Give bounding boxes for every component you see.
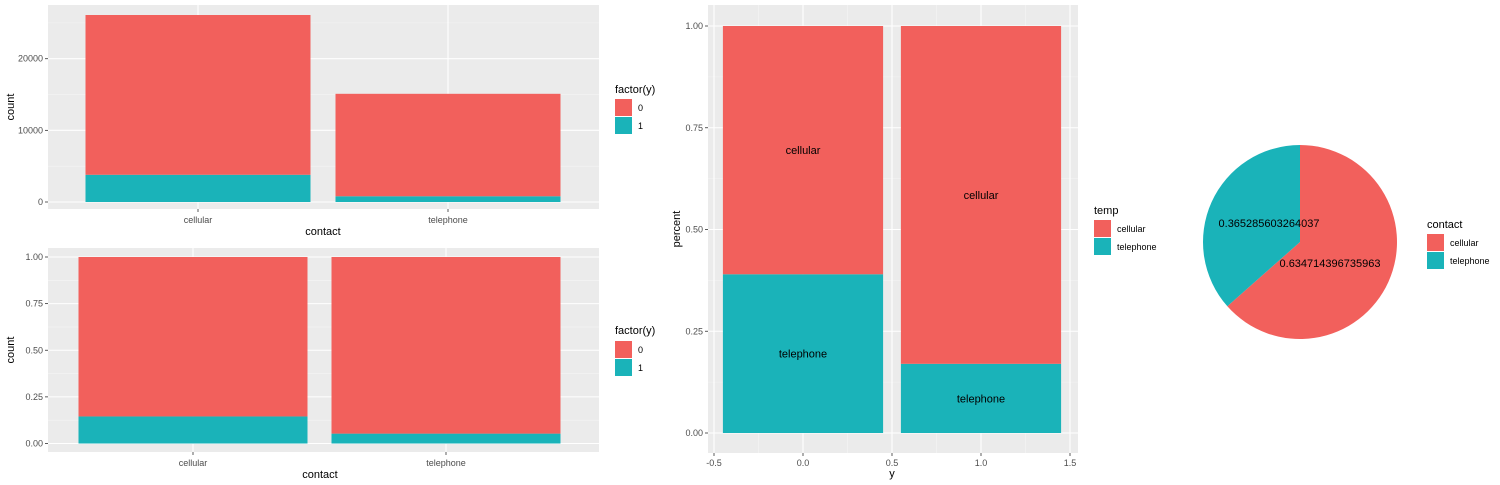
bar-telephone [900, 363, 1062, 433]
pie-slice [1203, 145, 1300, 307]
bar-cellular [900, 26, 1062, 364]
y-tick-label: 0.75 [685, 123, 703, 133]
x-tick-label: 0.5 [886, 458, 899, 468]
legend-label: cellular [1117, 224, 1146, 234]
legend-label: 0 [638, 345, 643, 355]
x-tick-label: telephone [426, 458, 466, 468]
bar-label: telephone [779, 349, 827, 361]
y-tick-label: 10000 [18, 125, 43, 135]
y-tick-label: 20000 [18, 54, 43, 64]
chart-contact-pie: 0.365285603264037 0.634714396735963 cont… [1203, 145, 1490, 339]
x-tick-label: cellular [184, 215, 213, 225]
chart-proportions: 0.000.250.500.751.00 cellular telephone … [5, 248, 655, 481]
bar-cellular [722, 26, 884, 275]
pie-slice [1227, 145, 1398, 339]
y-tick-label: 0.50 [25, 345, 43, 355]
legend: factor(y) 0 1 [615, 84, 655, 134]
x-tick-label: cellular [179, 458, 208, 468]
bar-telephone [722, 274, 884, 433]
y-ticks: 0.00 0.25 0.50 0.75 1.00 [25, 252, 447, 455]
x-tick-label: -0.5 [706, 458, 722, 468]
legend-title: factor(y) [615, 84, 655, 96]
y-tick-label: 1.00 [685, 21, 703, 31]
y-tick-label: 0.00 [25, 439, 43, 449]
legend-label: telephone [1450, 256, 1490, 266]
bar-0 [331, 257, 561, 434]
x-axis-label: contact [305, 226, 340, 238]
pie-slice-label: 0.634714396735963 [1280, 258, 1381, 270]
bars [85, 15, 561, 202]
chart-counts: 0 10000 20000 cellular telephone contact c… [5, 5, 655, 238]
legend: factor(y) 0 1 [615, 325, 655, 376]
legend-label: 1 [638, 121, 643, 131]
y-tick-label: 0 [38, 197, 43, 207]
legend-label: 0 [638, 103, 643, 113]
legend-title: contact [1427, 219, 1462, 231]
bars [78, 257, 561, 444]
bar-label: telephone [957, 393, 1005, 405]
y-axis-label: count [5, 337, 17, 364]
legend-swatch [615, 341, 632, 358]
x-tick-label: 1.0 [975, 458, 988, 468]
bar-labels: telephone cellular telephone cellular [779, 145, 1005, 405]
y-axis-label: percent [671, 211, 683, 248]
bar-label: cellular [786, 145, 821, 157]
legend-label: 1 [638, 363, 643, 373]
legend-title: temp [1094, 205, 1118, 217]
bar-0 [78, 257, 308, 417]
bar-label: cellular [964, 190, 999, 202]
pie-slice-label: 0.365285603264037 [1219, 218, 1320, 230]
x-ticks: -0.5 0.0 0.5 1.0 1.5 [706, 453, 1076, 468]
x-axis-label: y [889, 468, 895, 480]
bar-1 [331, 433, 561, 444]
legend-title: factor(y) [615, 325, 655, 337]
bar-0 [335, 93, 561, 197]
legend-swatch [1427, 252, 1444, 269]
y-ticks: 0.00 0.25 0.50 0.75 1.00 [685, 21, 708, 438]
legend-swatch [615, 359, 632, 376]
legend-swatch [615, 117, 632, 134]
x-tick-label: 0.0 [797, 458, 810, 468]
y-tick-label: 1.00 [25, 252, 43, 262]
y-ticks: 0 10000 20000 [18, 54, 449, 212]
x-tick-label: 1.5 [1064, 458, 1077, 468]
legend-swatch [1427, 234, 1444, 251]
legend-swatch [615, 99, 632, 116]
legend-label: telephone [1117, 242, 1157, 252]
y-tick-label: 0.25 [685, 326, 703, 336]
x-axis-label: contact [302, 469, 337, 481]
x-tick-label: telephone [428, 215, 468, 225]
y-axis-label: count [5, 94, 17, 121]
bar-1 [335, 196, 561, 202]
y-tick-label: 0.00 [685, 428, 703, 438]
bars [722, 26, 1062, 433]
bar-1 [85, 174, 311, 202]
legend: temp cellular telephone [1094, 205, 1157, 255]
bar-1 [78, 416, 308, 444]
y-tick-label: 0.25 [25, 392, 43, 402]
y-tick-label: 0.50 [685, 225, 703, 235]
legend: contact cellular telephone [1427, 219, 1490, 269]
legend-label: cellular [1450, 238, 1479, 248]
bar-0 [85, 15, 311, 175]
legend-swatch [1094, 220, 1111, 237]
legend-swatch [1094, 238, 1111, 255]
y-tick-label: 0.75 [25, 299, 43, 309]
